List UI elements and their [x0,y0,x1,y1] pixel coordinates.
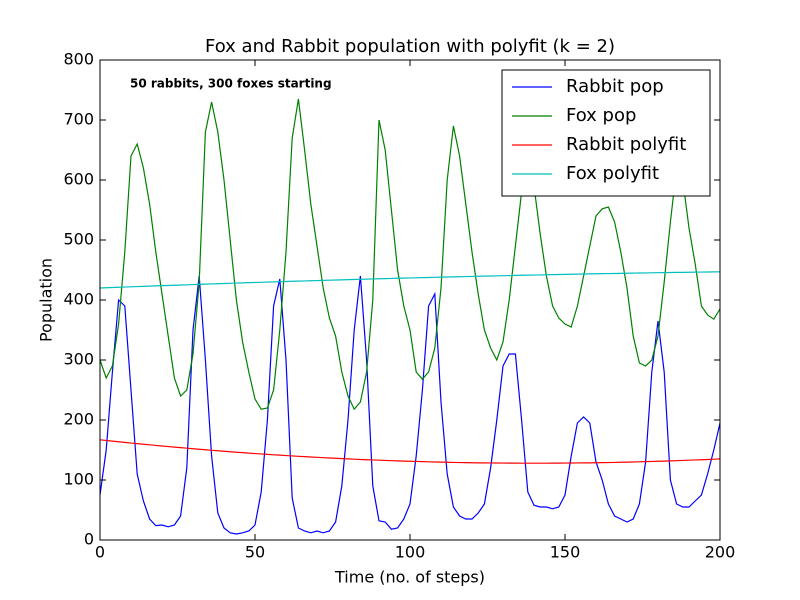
x-tick-label: 0 [95,543,105,562]
legend-label: Rabbit pop [566,76,664,97]
chart-title: Fox and Rabbit population with polyfit (… [205,36,615,57]
y-tick-label: 400 [63,290,94,309]
y-tick-label: 700 [63,110,94,129]
x-tick-label: 50 [245,543,265,562]
y-tick-label: 100 [63,470,94,489]
y-axis-label: Population [37,258,56,342]
y-tick-label: 800 [63,50,94,69]
plot-area [100,98,720,535]
y-tick-label: 0 [84,530,94,549]
x-tick-label: 200 [705,543,736,562]
series-line [100,439,720,464]
x-tick-label: 100 [395,543,426,562]
series-line [100,275,720,535]
y-tick-label: 600 [63,170,94,189]
y-tick-label: 300 [63,350,94,369]
x-axis-label: Time (no. of steps) [334,568,485,587]
y-tick-label: 500 [63,230,94,249]
legend: Rabbit pop Fox pop Rabbit polyfit Fox polyf… [501,69,711,197]
legend-label: Fox pop [566,105,636,126]
legend-label: Rabbit polyfit [566,134,686,155]
x-tick-label: 150 [550,543,581,562]
annotation: 50 rabbits, 300 foxes starting [130,77,332,91]
series-line [100,271,720,289]
legend-label: Fox polyfit [566,163,659,184]
series-line [100,98,720,411]
y-tick-label: 200 [63,410,94,429]
legend-box [501,69,711,197]
